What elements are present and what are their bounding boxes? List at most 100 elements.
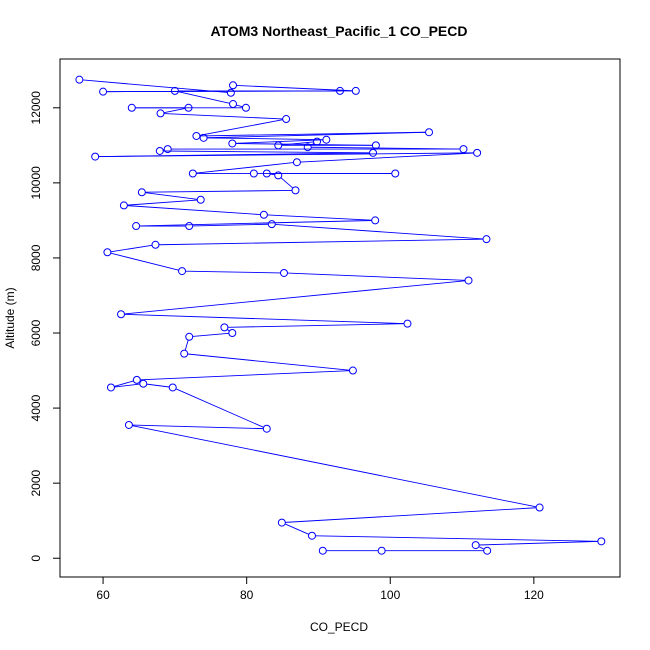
- data-point: [377, 546, 386, 555]
- series-segment: [114, 383, 140, 388]
- data-point: [163, 145, 172, 154]
- data-point: [348, 366, 357, 375]
- y-tick-label: 6000: [29, 319, 43, 346]
- data-point: [282, 115, 291, 124]
- data-point: [188, 169, 197, 178]
- x-tick-label: 100: [380, 588, 400, 602]
- y-axis-label: Altitude (m): [3, 287, 17, 348]
- data-point: [168, 383, 177, 392]
- series-segment: [267, 214, 372, 221]
- y-tick-label: 4000: [29, 394, 43, 421]
- data-point: [137, 188, 146, 197]
- series-segment: [281, 141, 314, 146]
- data-point: [226, 88, 235, 97]
- data-point: [303, 143, 312, 152]
- data-point: [106, 383, 115, 392]
- data-point: [185, 222, 194, 231]
- data-point: [119, 201, 128, 210]
- data-point: [351, 86, 360, 95]
- data-point: [322, 135, 331, 144]
- series-segment: [140, 370, 350, 381]
- series-segment: [132, 425, 537, 508]
- data-point: [220, 323, 229, 332]
- series-segment: [146, 383, 170, 388]
- data-point: [535, 503, 544, 512]
- x-axis: 60 80 100 120: [96, 576, 544, 602]
- plot-frame: [59, 58, 621, 578]
- series-segment: [127, 199, 198, 206]
- data-point: [262, 169, 271, 178]
- data-point: [274, 171, 283, 180]
- data-point: [403, 319, 412, 328]
- series-segment: [163, 150, 370, 154]
- data-point: [124, 420, 133, 429]
- x-tick-label: 60: [96, 588, 110, 602]
- series-segment: [82, 79, 228, 93]
- x-tick-label: 120: [524, 588, 544, 602]
- data-point: [336, 86, 344, 95]
- data-point: [292, 158, 301, 167]
- data-point: [597, 537, 606, 546]
- data-point: [180, 349, 189, 358]
- data-point: [483, 546, 492, 555]
- series-segment: [163, 108, 186, 114]
- data-point: [241, 103, 250, 112]
- chart-title: ATOM3 Northeast_Pacific_1 CO_PECD: [210, 23, 467, 39]
- data-point: [170, 86, 179, 95]
- y-tick-label: 0: [29, 555, 43, 562]
- data-point: [371, 216, 380, 225]
- series-segment: [187, 353, 350, 371]
- series-segment: [192, 223, 269, 227]
- data-point: [313, 137, 322, 146]
- series-segment: [284, 523, 309, 535]
- data-point: [267, 220, 276, 229]
- series-segment: [479, 540, 598, 546]
- series-segment: [127, 205, 261, 215]
- data-point: [228, 139, 237, 148]
- data-point: [132, 375, 141, 384]
- series-segment: [287, 272, 466, 281]
- series-segment: [236, 104, 243, 108]
- series-segment: [178, 91, 230, 104]
- data-point: [229, 100, 238, 109]
- series-segment: [207, 131, 426, 139]
- y-tick-label: 10000: [29, 166, 43, 200]
- data-point: [291, 186, 300, 195]
- data-point: [156, 109, 165, 118]
- data-point: [473, 148, 482, 157]
- data-point: [318, 546, 327, 555]
- data-point: [482, 235, 491, 244]
- data-point: [139, 379, 148, 388]
- series-segment: [478, 546, 485, 550]
- data-point: [262, 424, 271, 433]
- data-point: [280, 268, 288, 277]
- series-segment: [145, 192, 198, 200]
- data-point: [192, 131, 201, 140]
- data-point: [196, 195, 205, 204]
- series-segment: [300, 152, 474, 163]
- data-point: [249, 169, 258, 178]
- data-point: [91, 152, 100, 161]
- series-segment: [145, 189, 292, 193]
- data-point: [99, 87, 108, 96]
- data-point: [459, 145, 468, 154]
- data-point: [178, 267, 187, 276]
- series-segment: [196, 162, 294, 174]
- data-point: [391, 169, 400, 178]
- series-segment: [185, 270, 281, 274]
- series-segment: [158, 238, 483, 246]
- y-axis: 0 2000 4000 6000 8000 10000 12000: [29, 91, 61, 562]
- series-segment: [132, 424, 264, 430]
- data-point: [228, 329, 237, 338]
- data-point: [274, 141, 283, 150]
- data-point: [369, 148, 378, 157]
- series-line: [82, 79, 598, 552]
- series-points: [75, 75, 606, 555]
- series-segment: [270, 173, 275, 176]
- series-segment: [184, 339, 189, 351]
- data-point: [103, 248, 112, 257]
- series-segment: [310, 143, 315, 146]
- series-segment: [315, 535, 598, 542]
- data-point: [151, 240, 160, 249]
